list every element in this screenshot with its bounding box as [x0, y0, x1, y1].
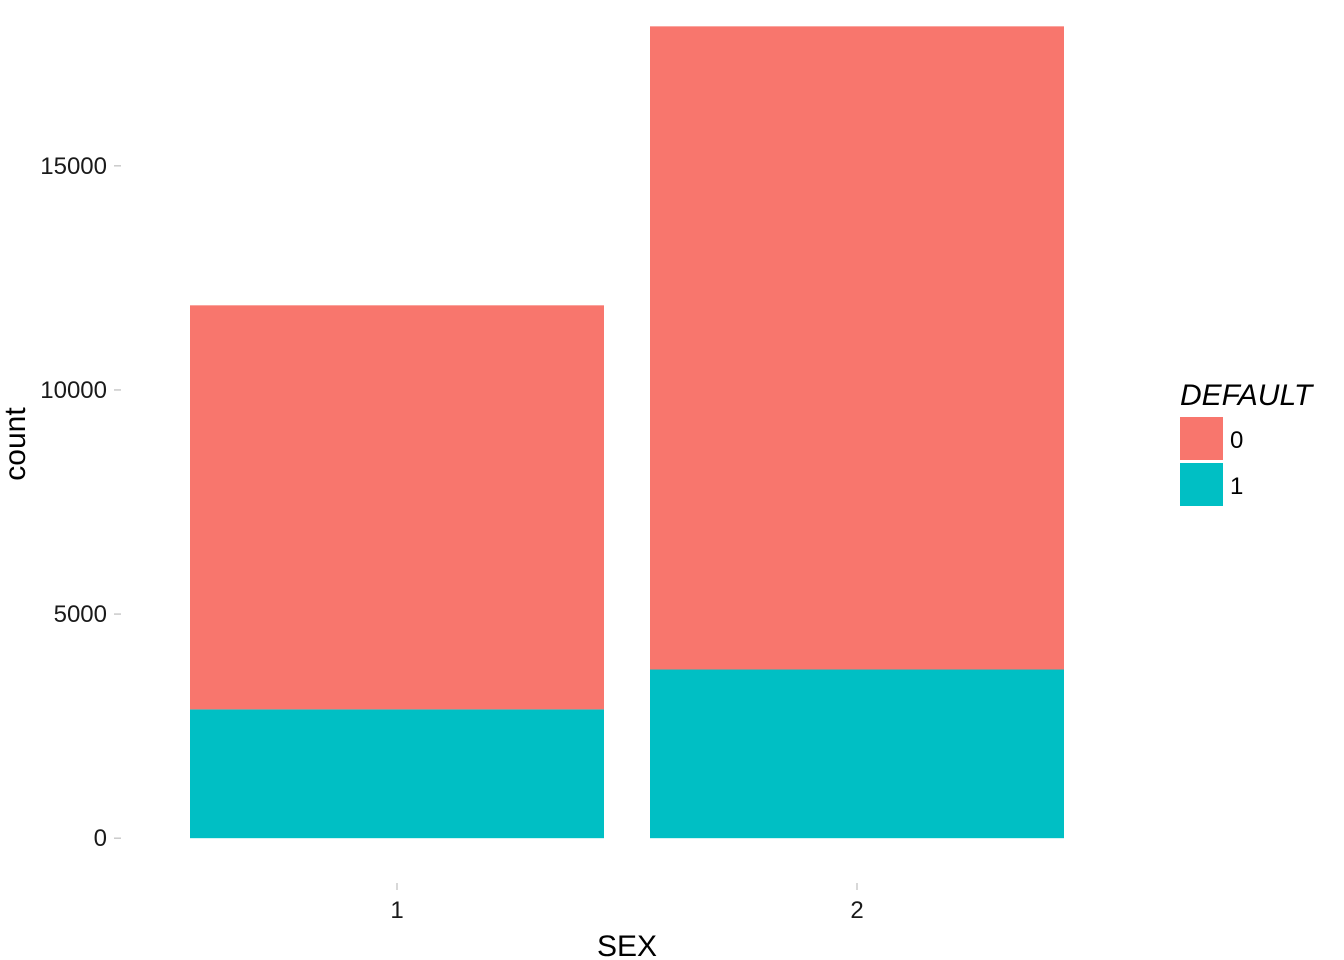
y-tick-label: 0: [94, 825, 107, 852]
legend-key-0: [1180, 417, 1223, 460]
plot-bars: [190, 26, 1064, 839]
legend-label-1: 1: [1230, 473, 1243, 500]
x-tick-label: 1: [390, 897, 403, 924]
y-tick-label: 5000: [54, 601, 107, 628]
legend-label-0: 0: [1230, 427, 1243, 454]
y-axis: 0 5000 10000 15000: [40, 153, 121, 852]
y-tick-label: 15000: [40, 153, 107, 180]
legend-key-1: [1180, 463, 1223, 506]
x-tick-label: 2: [850, 897, 863, 924]
legend: DEFAULT 0 1: [1180, 379, 1315, 506]
x-axis-title: SEX: [597, 930, 657, 960]
bar-segment-sex-2-default-0: [650, 26, 1064, 670]
bar-segment-sex-1-default-1: [190, 709, 604, 839]
y-tick-label: 10000: [40, 377, 107, 404]
bar-segment-sex-1-default-0: [190, 305, 604, 710]
y-axis-title: count: [0, 407, 32, 481]
bar-segment-sex-2-default-1: [650, 669, 1064, 839]
legend-title: DEFAULT: [1180, 379, 1315, 412]
